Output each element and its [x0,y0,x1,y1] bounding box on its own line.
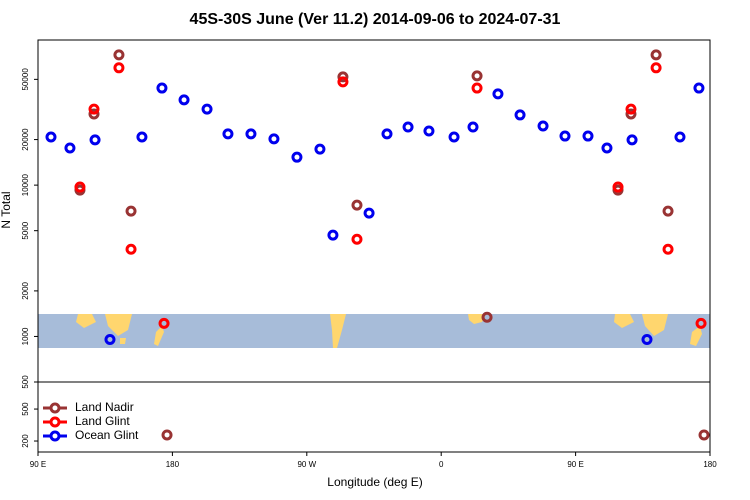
point [222,128,234,140]
point [104,333,116,345]
legend-label: Land Glint [75,414,130,428]
legend-marker [49,402,61,414]
y-tick-label: 2000 [21,281,30,299]
map-land [105,314,132,336]
point [45,131,57,143]
point [695,317,707,329]
map-land [76,314,96,328]
point [201,103,213,115]
point [351,199,363,211]
point [601,142,613,154]
y-tick-label: 200 [21,434,30,448]
point [156,82,168,94]
y-tick-label: 500 [21,402,30,416]
point [113,49,125,61]
map-land [468,314,486,324]
point [402,121,414,133]
map-ocean [38,314,710,348]
point [492,88,504,100]
point [448,131,460,143]
y-tick-label: 1000 [21,327,30,345]
point [423,125,435,137]
point [514,109,526,121]
point [625,103,637,115]
point [74,181,86,193]
y-tick-label: 5000 [21,221,30,239]
point [337,71,349,83]
point [337,76,349,88]
point [89,134,101,146]
y-tick-label: 20000 [21,128,30,151]
point [481,311,493,323]
legend-label: Land Nadir [75,400,134,414]
point [268,133,280,145]
point [161,429,173,441]
point [626,134,638,146]
x-tick-label: 180 [166,460,180,469]
point [136,131,148,143]
x-tick-label: 90 E [30,460,46,469]
x-tick-label: 0 [439,460,444,469]
point [351,233,363,245]
point [612,181,624,193]
point [327,229,339,241]
point [698,429,710,441]
plot-frame [37,381,711,453]
point [693,82,705,94]
map-strip [38,314,710,348]
point [625,108,637,120]
point [381,128,393,140]
point [650,62,662,74]
point [178,94,190,106]
point [363,207,375,219]
x-axis-label: Longitude (deg E) [327,475,422,489]
point [113,62,125,74]
y-tick-label: 500 [21,375,30,389]
point [314,143,326,155]
map-land [614,314,634,328]
point [471,70,483,82]
point [471,82,483,94]
point [64,142,76,154]
point [641,333,653,345]
y-tick-label: 50000 [21,68,30,91]
point [650,49,662,61]
point [582,130,594,142]
x-tick-label: 90 W [297,460,316,469]
point [559,130,571,142]
point [158,317,170,329]
map-land [120,338,126,344]
map-land [690,326,702,346]
map-land [154,326,164,346]
point [125,243,137,255]
legend-marker [49,430,61,442]
legend-marker [49,416,61,428]
x-tick-label: 90 E [567,460,583,469]
point [88,108,100,120]
point [674,131,686,143]
chart-title: 45S-30S June (Ver 11.2) 2014-09-06 to 20… [190,11,561,28]
point [537,120,549,132]
point [662,205,674,217]
y-axis-label: N Total [0,191,13,228]
legend-label: Ocean Glint [75,428,139,442]
x-tick-label: 180 [703,460,717,469]
map-land [642,314,668,336]
map-land [330,314,346,348]
point [88,103,100,115]
point [662,243,674,255]
point [467,121,479,133]
point [291,151,303,163]
point [125,205,137,217]
y-tick-label: 10000 [21,173,30,196]
point [245,128,257,140]
